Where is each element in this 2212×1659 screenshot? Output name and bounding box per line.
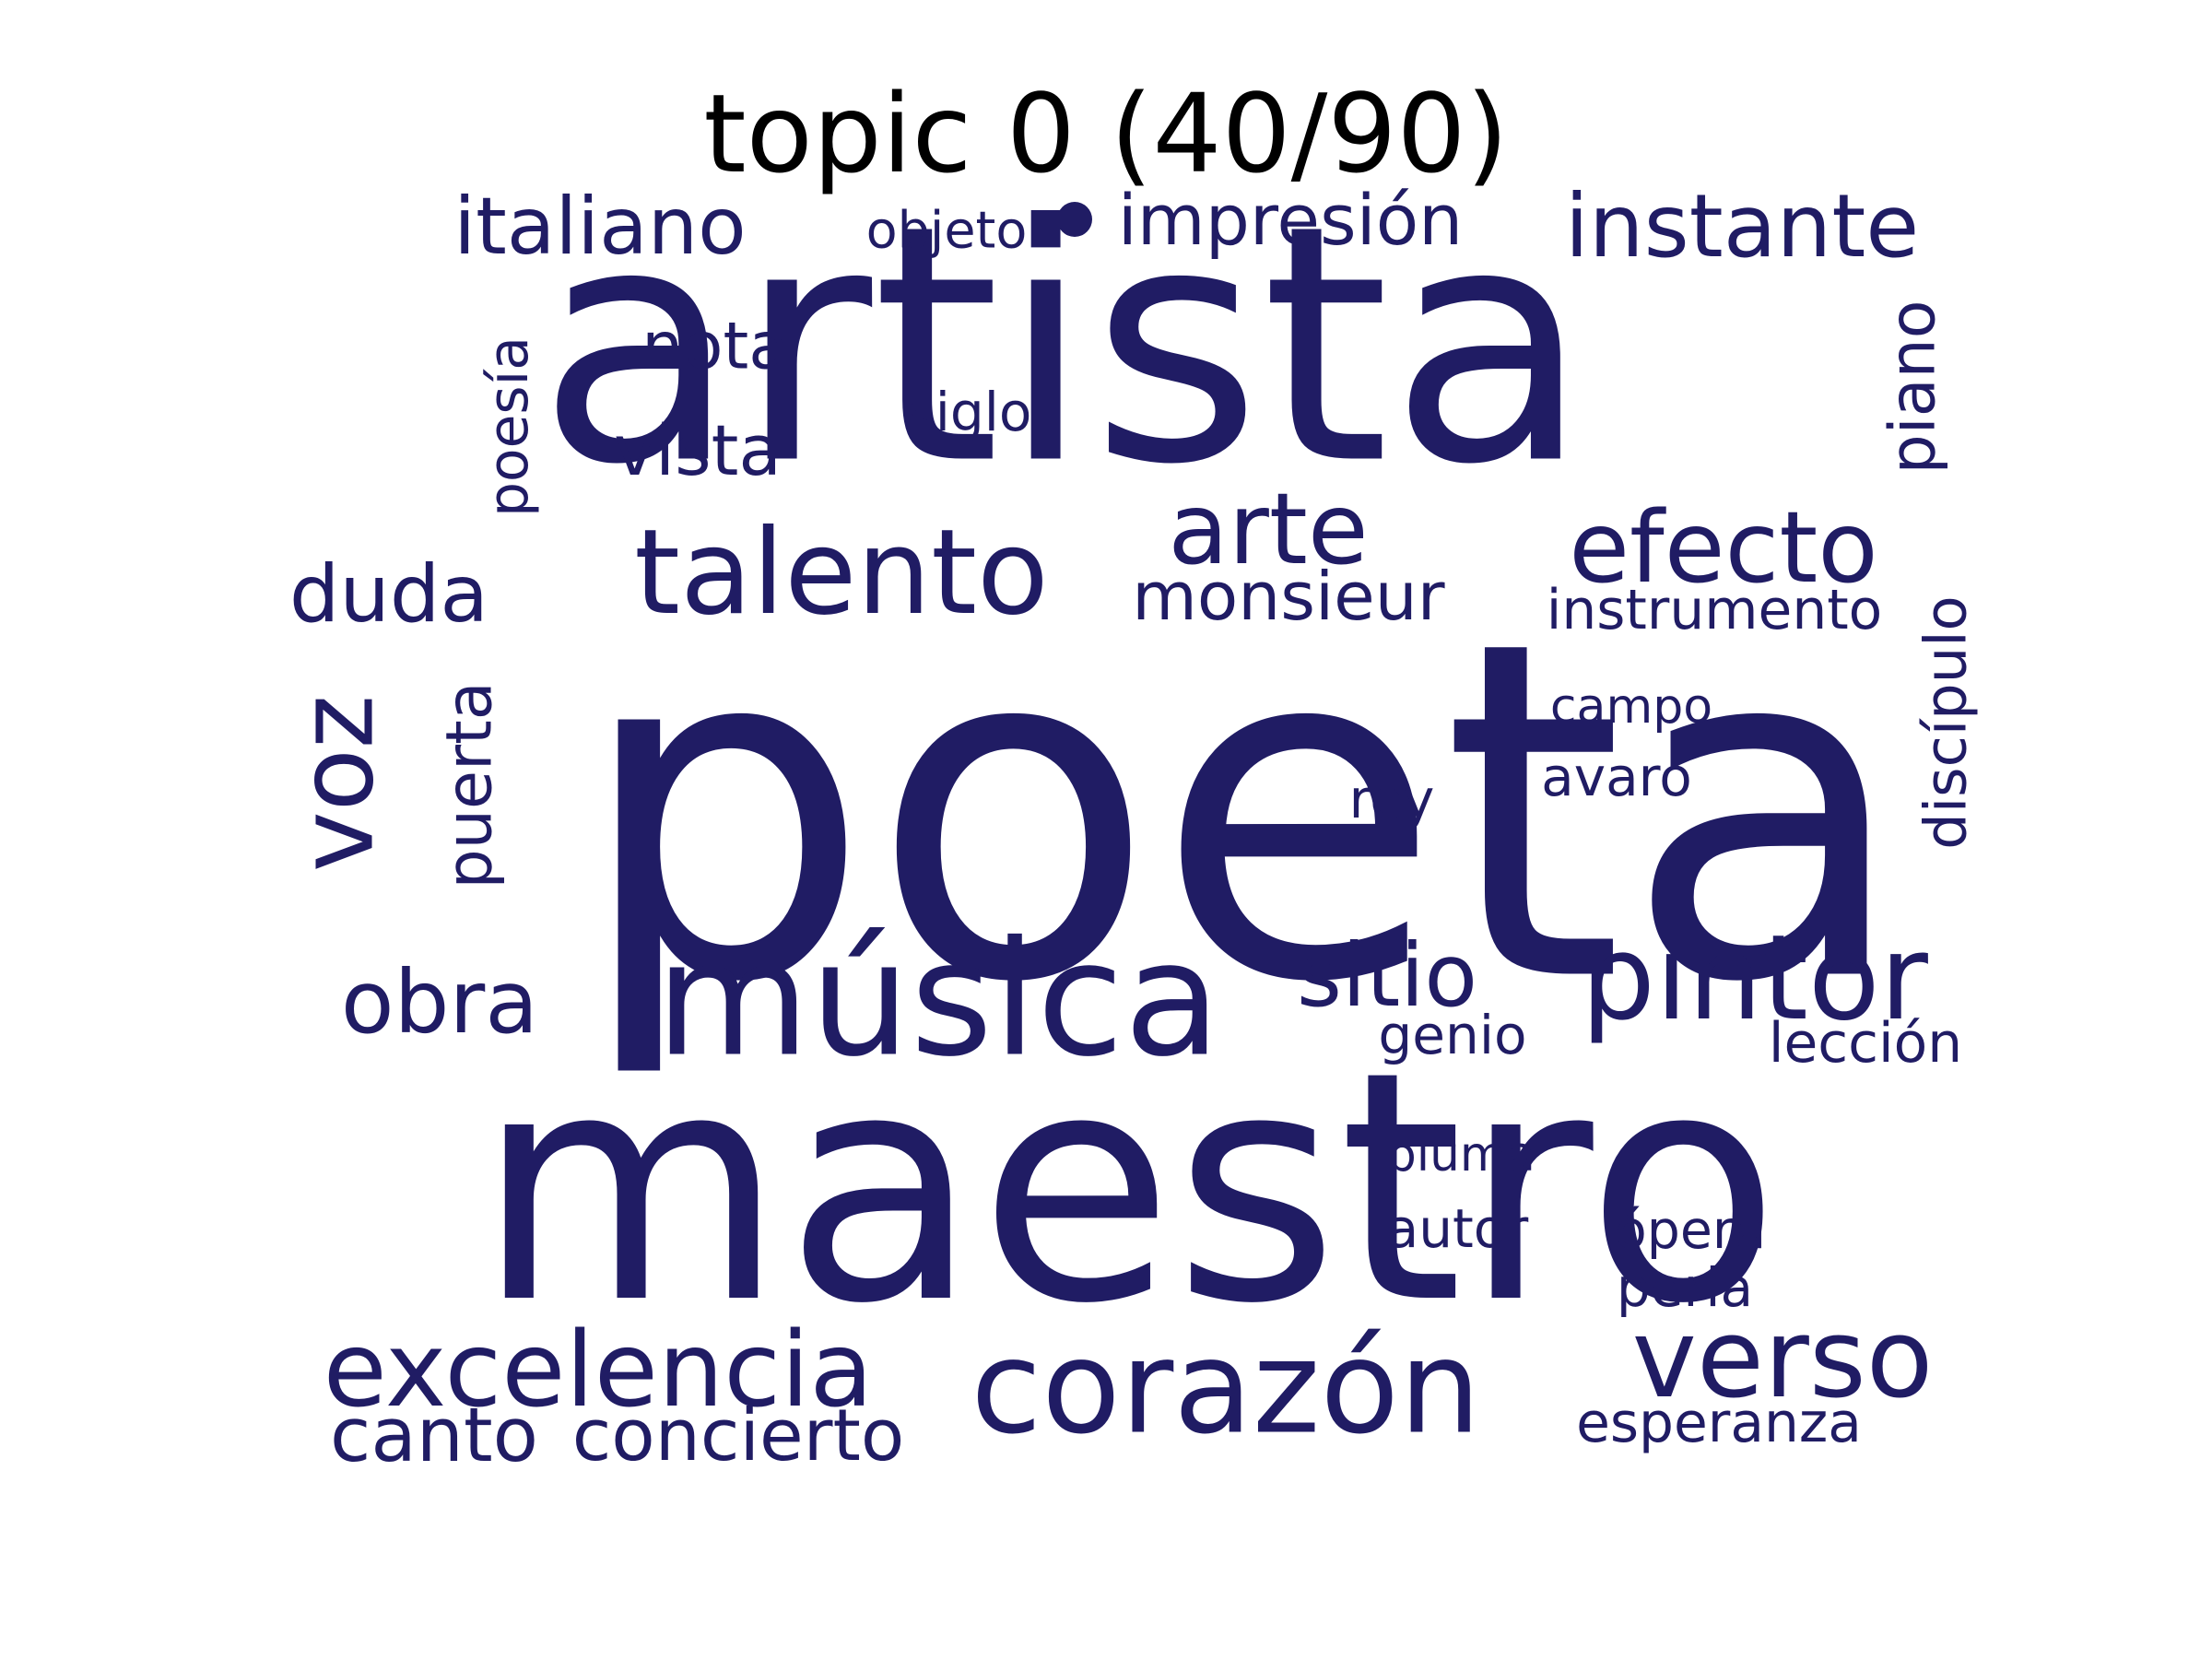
word-pluma: pluma [1386, 1127, 1535, 1182]
word-objeto: objeto [866, 201, 1028, 261]
dot-mark [1057, 202, 1092, 237]
word-instante: instante [1565, 176, 1920, 277]
word-maestro: maestro [477, 1005, 1781, 1373]
word-genio: genio [1378, 1004, 1526, 1066]
word-piano: piano [1877, 300, 1950, 475]
word-impresion: impresión [1118, 180, 1464, 261]
word-duda: duda [289, 548, 488, 641]
word-autor: autor [1386, 1197, 1529, 1260]
word-verso: verso [1632, 1296, 1934, 1423]
word-monsieur: monsieur [1132, 559, 1444, 636]
word-esperanza: esperanza [1576, 1391, 1862, 1455]
word-avaro: avaro [1541, 746, 1692, 808]
word-artista: artista [537, 156, 1590, 536]
word-concierto: concierto [572, 1394, 905, 1477]
word-leccion: lección [1769, 1011, 1962, 1076]
word-efecto: efecto [1569, 491, 1878, 606]
word-pintor: pintor [1581, 910, 1928, 1046]
word-opera: ópera [1615, 1200, 1766, 1261]
word-talento: talento [634, 504, 1049, 641]
word-voz: voz [278, 695, 397, 872]
word-campo: campo [1550, 679, 1712, 735]
word-rey: rey [1349, 768, 1435, 830]
word-instrumento: instrumento [1547, 578, 1883, 642]
figure-title: topic 0 (40/90) [703, 70, 1509, 197]
word-siglo: siglo [908, 381, 1032, 443]
word-perla: perla [1617, 1256, 1753, 1319]
word-italiano: italiano [453, 181, 747, 273]
word-musica: música [655, 907, 1221, 1092]
word-poesia: poesía [477, 336, 541, 517]
word-vista: vista [614, 410, 782, 491]
word-poeta: poeta [576, 544, 1910, 1085]
word-discipulo: discípulo [1912, 595, 1980, 849]
word-sitio: sitio [1297, 925, 1477, 1027]
word-canto: canto [330, 1393, 538, 1479]
word-arte: arte [1168, 473, 1368, 587]
word-obra: obra [341, 952, 538, 1053]
word-excelencia: excelencia [324, 1310, 874, 1430]
word-puerta: puerta [434, 681, 507, 888]
word-nota: nota [641, 308, 788, 384]
word-corazon: corazón [971, 1312, 1480, 1463]
